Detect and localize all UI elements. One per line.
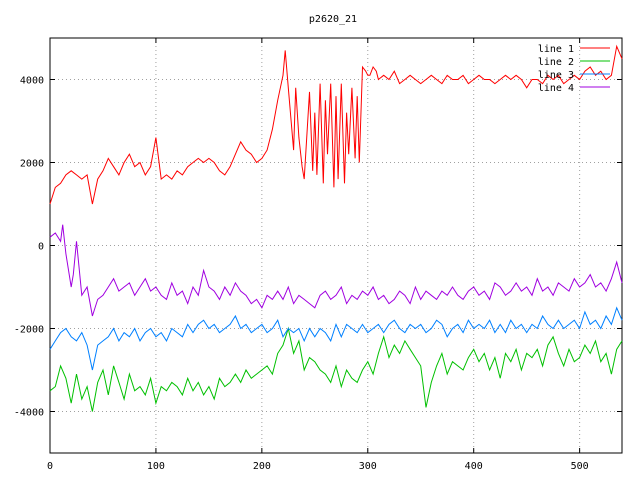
legend-label-1: line 1 — [538, 44, 574, 55]
chart-title: p2620_21 — [309, 14, 357, 25]
axes: 0 100 200 300 400 500 -4000 -2000 0 2000 4000 — [14, 37, 623, 472]
x-tick-label: 500 — [571, 461, 589, 472]
legend-label-2: line 2 — [538, 57, 574, 68]
legend: line 1 line 2 line 3 line 4 — [538, 44, 610, 94]
grid — [49, 38, 622, 453]
x-tick-label: 0 — [47, 461, 53, 472]
series-line-3 — [49, 306, 623, 371]
legend-label-4: line 4 — [538, 83, 574, 94]
legend-label-3: line 3 — [538, 70, 574, 81]
series-line-2 — [49, 326, 623, 412]
x-tick-label: 200 — [253, 461, 271, 472]
y-tick-label: -4000 — [14, 408, 44, 419]
y-tick-label: -2000 — [14, 325, 44, 336]
x-tick-label: 300 — [359, 461, 377, 472]
x-tick-label: 400 — [465, 461, 483, 472]
x-tick-label: 100 — [147, 461, 165, 472]
series-line-4 — [49, 224, 623, 317]
series-line-1 — [49, 44, 623, 205]
y-tick-label: 4000 — [20, 76, 44, 87]
y-tick-label: 2000 — [20, 159, 44, 170]
series-group — [49, 44, 623, 412]
y-tick-label: 0 — [38, 242, 44, 253]
